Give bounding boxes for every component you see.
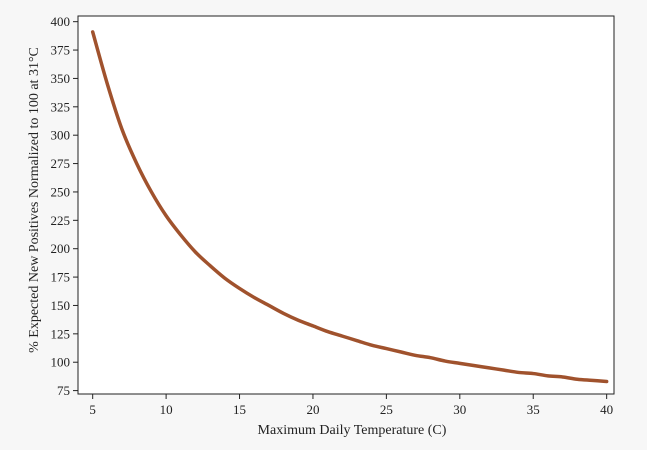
y-tick-label: 150: [51, 298, 71, 313]
x-tick-label: 40: [600, 402, 613, 417]
x-tick-label: 20: [306, 402, 319, 417]
x-tick-label: 30: [453, 402, 466, 417]
y-tick-label: 325: [51, 99, 71, 114]
y-tick-label: 375: [51, 43, 71, 58]
y-tick-label: 100: [51, 355, 71, 370]
x-axis: 5 10 15 20 25 30 35 40: [89, 394, 613, 417]
x-axis-title: Maximum Daily Temperature (C): [258, 423, 447, 438]
y-tick-label: 250: [51, 184, 71, 199]
series-layer: [90, 30, 609, 384]
y-tick-label: 200: [51, 241, 71, 256]
x-tick-label: 10: [160, 402, 173, 417]
y-tick-label: 75: [57, 383, 70, 398]
y-tick-label: 125: [51, 326, 71, 341]
x-tick-label: 25: [380, 402, 393, 417]
y-tick-label: 400: [51, 14, 71, 29]
x-tick-label: 35: [527, 402, 540, 417]
plot-area: [77, 15, 615, 395]
y-tick-label: 175: [51, 270, 71, 285]
y-axis: 75 100 125 150 175 200 225 250 275 300 325 350 375 40…: [51, 14, 78, 398]
series-line: [90, 30, 609, 384]
y-axis-title: % Expected New Positives Normalized to 1…: [27, 47, 42, 353]
y-tick-label: 350: [51, 71, 71, 86]
x-tick-label: 15: [233, 402, 246, 417]
y-tick-label: 275: [51, 156, 71, 171]
y-tick-label: 300: [51, 128, 71, 143]
x-tick-label: 5: [89, 402, 96, 417]
y-tick-label: 225: [51, 213, 71, 228]
